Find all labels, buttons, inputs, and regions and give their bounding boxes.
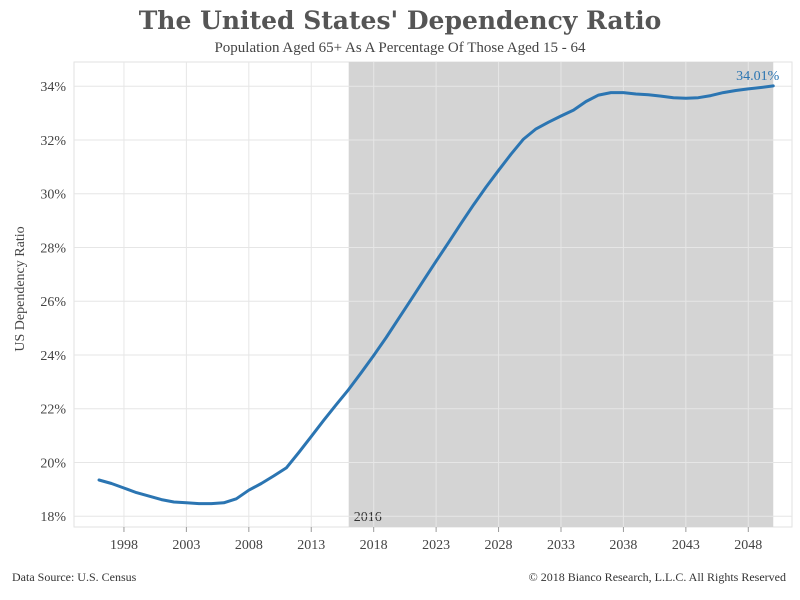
plot-background: 2016 — [73, 61, 793, 528]
y-tick-label: 32% — [40, 134, 66, 149]
x-tick-label: 2028 — [485, 538, 513, 553]
chart-subtitle: Population Aged 65+ As A Percentage Of T… — [214, 40, 586, 56]
series-line — [97, 84, 775, 506]
y-tick-label: 30% — [40, 188, 66, 203]
grid-lines — [74, 62, 792, 527]
x-tick-label: 1998 — [110, 538, 138, 553]
chart-title: The United States' Dependency Ratio — [138, 6, 662, 35]
y-axis-label: US Dependency Ratio — [13, 226, 28, 351]
x-axis-ticks: 1998 2003 2008 2013 2018 2023 2028 2033 2038 2043… — [110, 527, 762, 553]
series-end-label: 34.01% — [736, 69, 780, 84]
y-axis-ticks: 18% 20% 22% 24% 26% 28% 30% 32% 34% — [40, 80, 66, 525]
shaded-region-label: 2016 — [354, 510, 382, 525]
y-tick-label: 20% — [40, 456, 66, 471]
y-tick-label: 24% — [40, 349, 66, 364]
data-source-note: Data Source: U.S. Census — [12, 570, 137, 584]
y-tick-label: 22% — [40, 403, 66, 418]
x-tick-label: 2003 — [172, 538, 200, 553]
x-tick-label: 2048 — [734, 538, 762, 553]
y-tick-label: 28% — [40, 241, 66, 256]
y-tick-label: 26% — [40, 295, 66, 310]
x-tick-label: 2043 — [672, 538, 700, 553]
x-tick-label: 2038 — [609, 538, 637, 553]
x-tick-label: 2018 — [360, 538, 388, 553]
y-tick-label: 18% — [40, 510, 66, 525]
copyright-note: © 2018 Bianco Research, L.L.C. All Right… — [528, 570, 786, 584]
x-tick-label: 2023 — [422, 538, 450, 553]
series-layer: 34.01% — [97, 69, 780, 506]
x-tick-label: 2033 — [547, 538, 575, 553]
y-tick-label: 34% — [40, 80, 66, 95]
x-tick-label: 2008 — [235, 538, 263, 553]
x-tick-label: 2013 — [297, 538, 325, 553]
